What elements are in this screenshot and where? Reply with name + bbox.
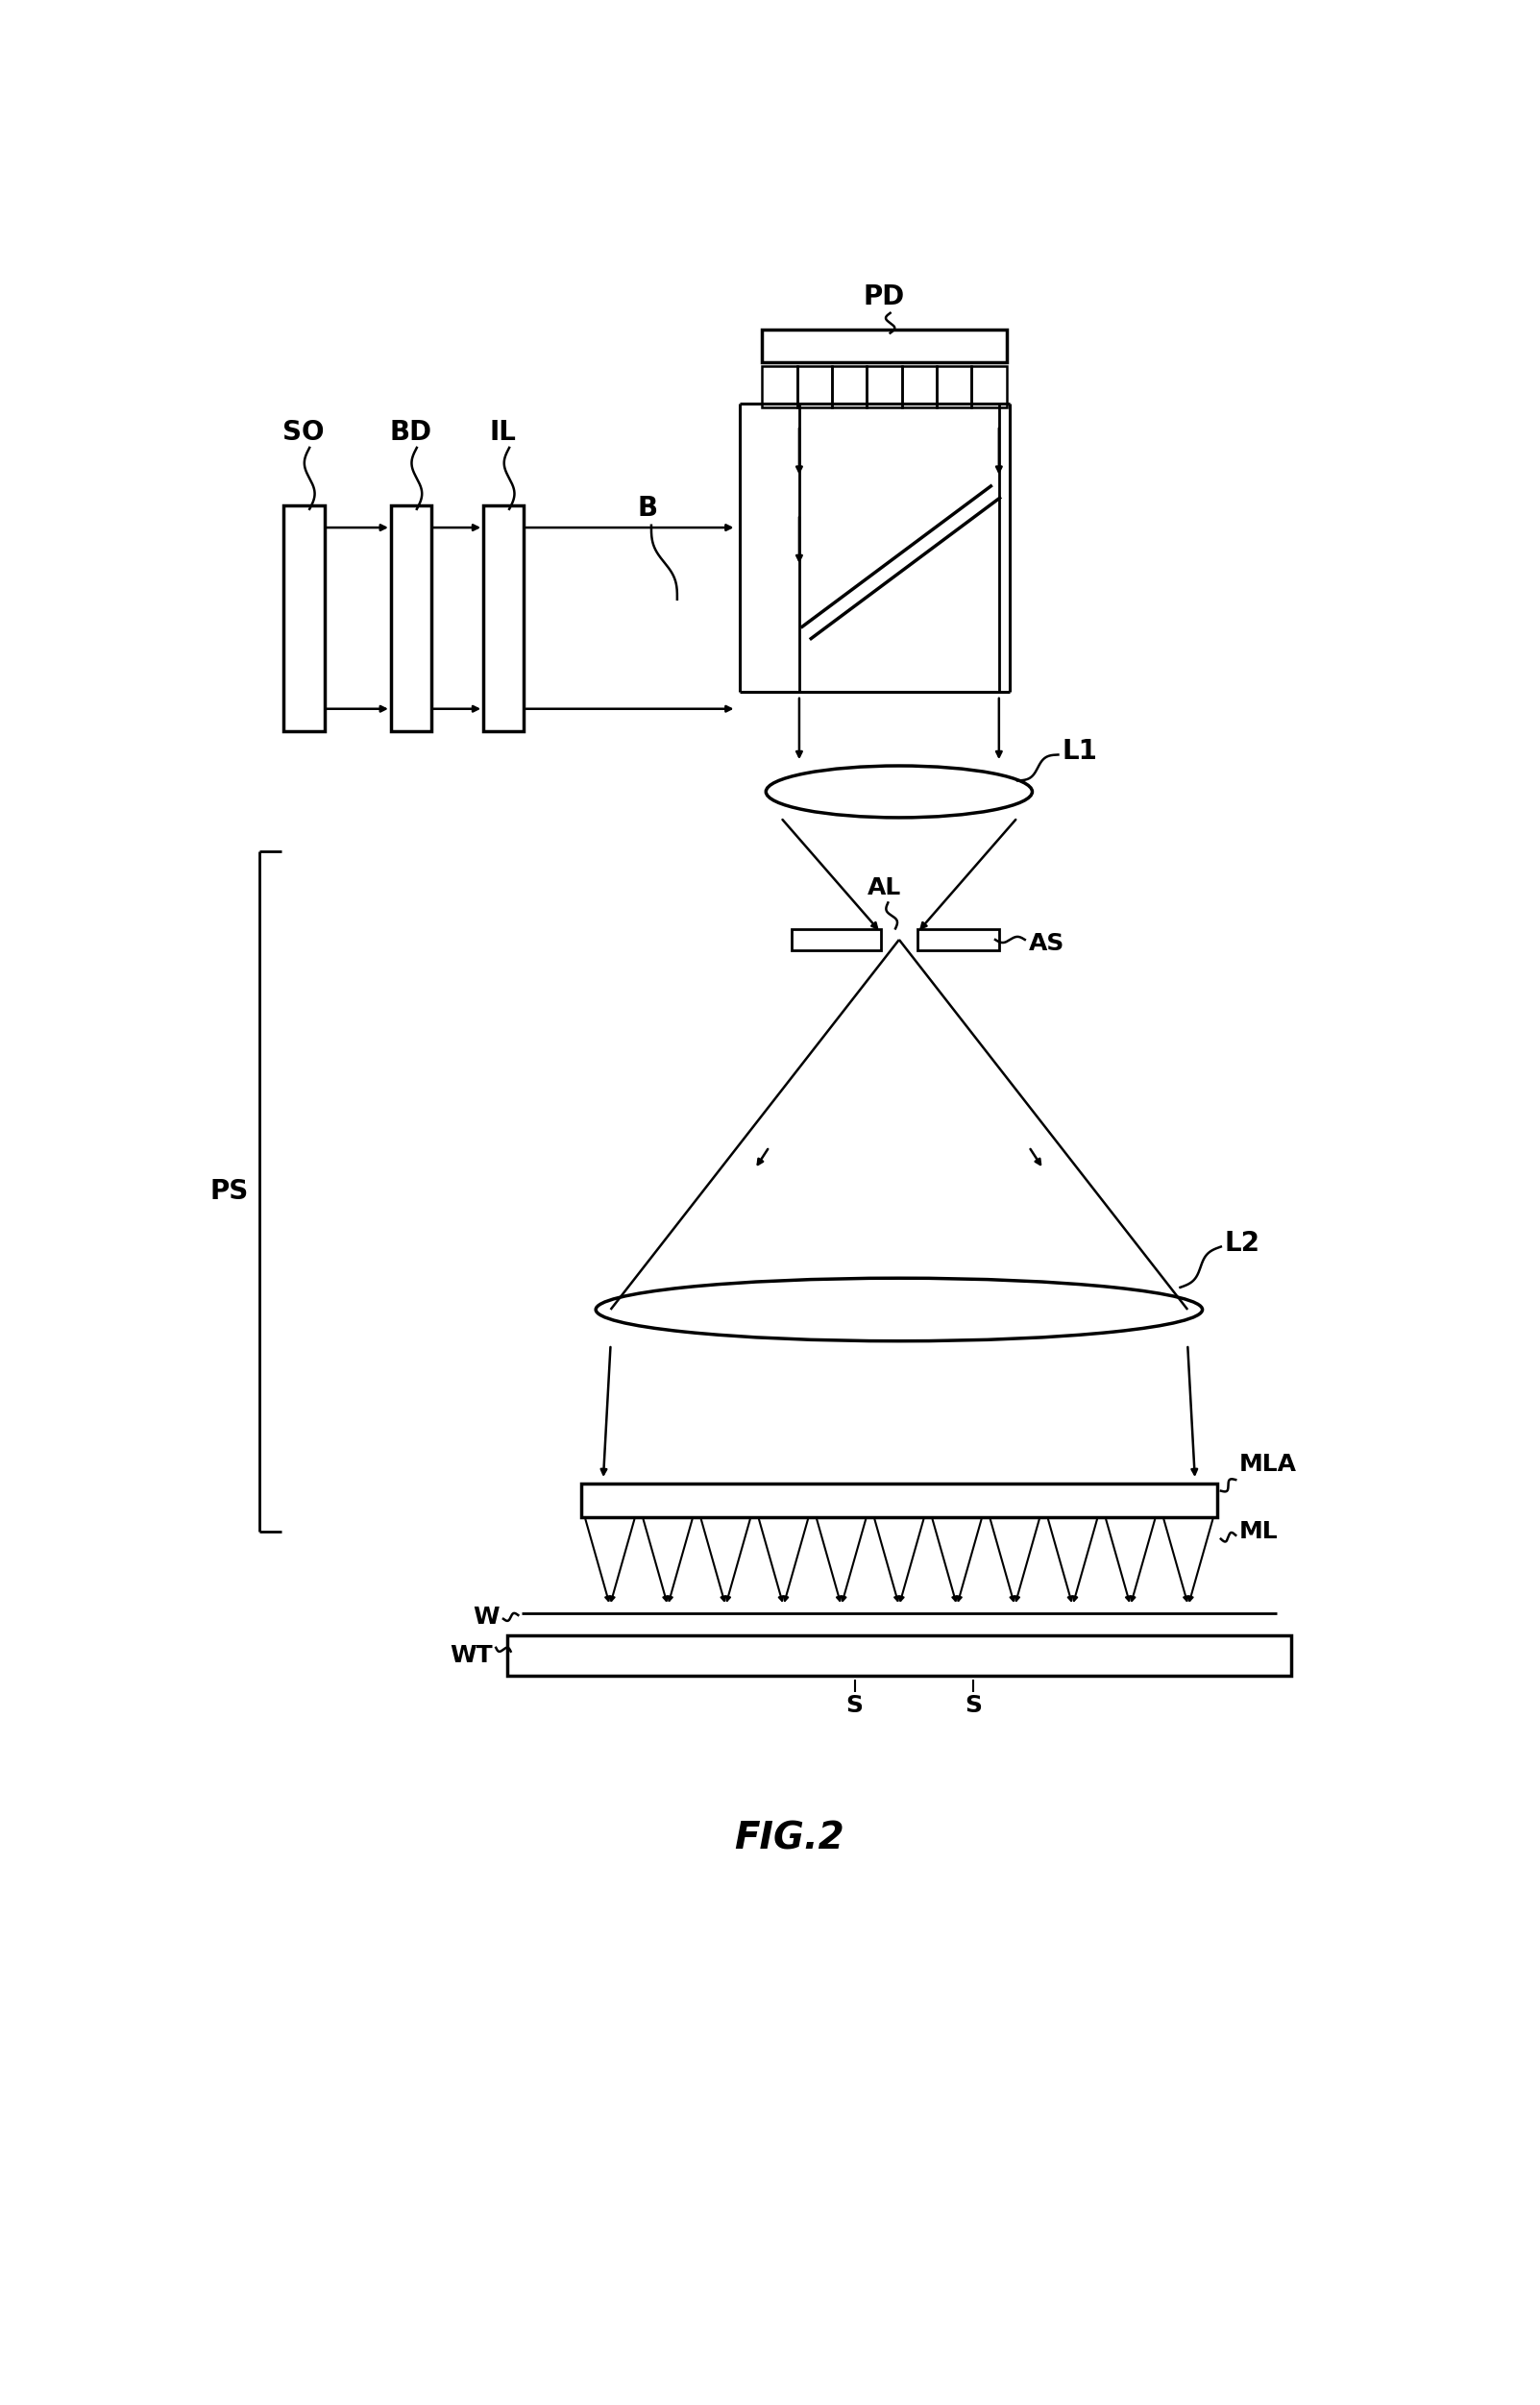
Text: AS: AS: [1029, 931, 1064, 955]
Text: L1: L1: [1063, 738, 1098, 765]
Text: IL: IL: [490, 418, 517, 447]
Bar: [972, 366, 1006, 406]
Text: SO: SO: [283, 418, 325, 447]
Text: FIG.2: FIG.2: [735, 1821, 844, 1857]
Bar: [507, 1635, 1291, 1676]
Bar: [902, 366, 936, 406]
Bar: [918, 928, 999, 950]
Text: PS: PS: [209, 1178, 248, 1205]
Bar: [391, 505, 431, 731]
Bar: [484, 505, 524, 731]
Bar: [762, 329, 1006, 363]
Text: S: S: [845, 1693, 864, 1717]
Bar: [936, 366, 972, 406]
Bar: [792, 928, 881, 950]
Text: PD: PD: [864, 284, 906, 310]
Text: B: B: [638, 495, 658, 522]
Text: BD: BD: [390, 418, 433, 447]
Text: S: S: [964, 1693, 981, 1717]
Text: L2: L2: [1224, 1229, 1260, 1255]
Bar: [867, 366, 902, 406]
Text: WT: WT: [450, 1643, 493, 1667]
Bar: [581, 1484, 1217, 1518]
Bar: [762, 366, 798, 406]
Text: AL: AL: [867, 875, 901, 899]
Bar: [798, 366, 832, 406]
Bar: [832, 366, 867, 406]
Bar: [283, 505, 325, 731]
Text: ML: ML: [1240, 1520, 1278, 1544]
Text: W: W: [473, 1604, 499, 1628]
Text: MLA: MLA: [1240, 1453, 1297, 1477]
